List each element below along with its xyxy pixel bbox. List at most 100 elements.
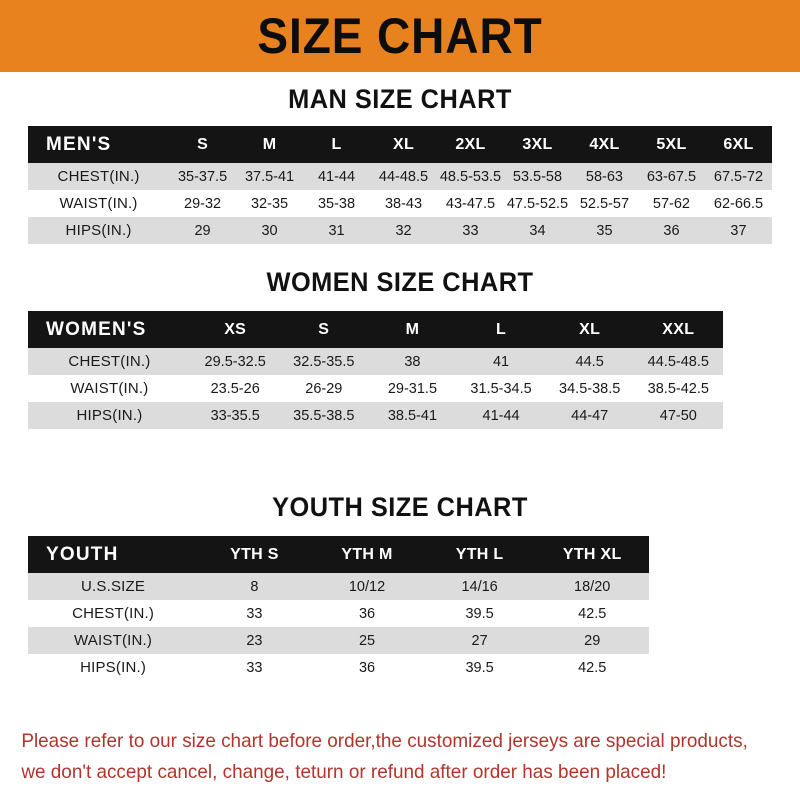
cell-value: 29-32: [169, 190, 237, 217]
youth-header-filler: [648, 536, 772, 573]
cell-value: 47-50: [633, 402, 723, 429]
table-row: CHEST(IN.) 33 36 39.5 42.5: [28, 600, 772, 627]
cell-value: 41-44: [303, 163, 371, 190]
cell-value: 31.5-34.5: [456, 375, 546, 402]
column-header-s: S: [197, 135, 209, 153]
column-header-l: L: [331, 135, 342, 153]
table-row: CHEST(IN.) 35-37.5 37.5-41 41-44 44-48.5 48.5…: [28, 163, 772, 190]
cell-value: 41: [456, 348, 546, 375]
cell-value: 32: [370, 217, 437, 244]
cell-value: 36: [310, 600, 424, 627]
women-header-label: WOMEN'S: [46, 318, 147, 340]
cell-value: 31: [303, 217, 371, 244]
cell-value: 43-47.5: [437, 190, 504, 217]
cell-value: 36: [637, 217, 705, 244]
cell-value: 29: [169, 217, 237, 244]
row-label-chest-in-: CHEST(IN.): [28, 600, 199, 627]
column-header-s: S: [318, 320, 330, 338]
cell-value: 37.5-41: [236, 163, 304, 190]
order-policy-disclaimer: Please refer to our size chart before or…: [0, 726, 776, 788]
column-header-yth-l: YTH L: [455, 545, 504, 563]
cell-value: 38: [368, 348, 457, 375]
column-header-xl: XL: [579, 320, 601, 338]
row-filler: [648, 600, 772, 627]
cell-value: 62-66.5: [704, 190, 772, 217]
cell-value: 30: [236, 217, 304, 244]
cell-value: 35.5-38.5: [279, 402, 369, 429]
row-filler: [648, 573, 772, 600]
cell-value: 36: [310, 654, 424, 681]
cell-value: 67.5-72: [704, 163, 772, 190]
page-title: SIZE CHART: [257, 8, 543, 64]
cell-value: 35-37.5: [169, 163, 237, 190]
table-row: WAIST(IN.) 23.5-26 26-29 29-31.5 31.5-34.5 34…: [28, 375, 772, 402]
cell-value: 14/16: [423, 573, 536, 600]
column-header-xs: XS: [224, 320, 247, 338]
cell-value: 47.5-52.5: [503, 190, 571, 217]
women-size-table: WOMEN'S XS S M L XL XXL CHEST(IN.) 29.5-32.5 32.5…: [28, 311, 772, 429]
row-label-waist-in-: WAIST(IN.): [28, 627, 199, 654]
column-header-xxl: XXL: [662, 320, 695, 338]
cell-value: 33: [437, 217, 504, 244]
cell-value: 38-43: [370, 190, 437, 217]
cell-value: 63-67.5: [637, 163, 705, 190]
cell-value: 44-47: [545, 402, 634, 429]
row-label-waist-in-: WAIST(IN.): [28, 375, 191, 402]
cell-value: 32-35: [236, 190, 304, 217]
column-header-5xl: 5XL: [656, 135, 687, 153]
cell-value: 35: [570, 217, 638, 244]
youth-size-chart-section: YOUTH SIZE CHART YOUTH YTH S YTH M YTH L YTH…: [0, 492, 800, 681]
row-filler: [648, 654, 772, 681]
cell-value: 26-29: [279, 375, 369, 402]
cell-value: 33: [198, 600, 311, 627]
table-row: WAIST(IN.) 23 25 27 29: [28, 627, 772, 654]
cell-value: 42.5: [535, 654, 649, 681]
men-size-table: MEN'S S M L XL 2XL 3XL 4XL 5XL 6XL CHEST(IN.) 35-37…: [28, 126, 772, 244]
cell-value: 33: [198, 654, 311, 681]
row-label-hips-in-: HIPS(IN.): [28, 654, 199, 681]
row-filler: [722, 348, 772, 375]
cell-value: 29.5-32.5: [190, 348, 280, 375]
cell-value: 38.5-41: [368, 402, 457, 429]
row-label-waist-in-: WAIST(IN.): [28, 190, 170, 217]
cell-value: 25: [310, 627, 424, 654]
cell-value: 44.5-48.5: [633, 348, 723, 375]
row-label-hips-in-: HIPS(IN.): [28, 217, 170, 244]
women-header-filler: [722, 311, 772, 348]
men-size-chart-section: MAN SIZE CHART MEN'S S M L XL 2XL 3XL 4XL 5XL 6XL…: [0, 84, 800, 244]
cell-value: 52.5-57: [570, 190, 638, 217]
disclaimer-line-2: we don't accept cancel, change, teturn o…: [21, 761, 667, 783]
column-header-2xl: 2XL: [455, 135, 486, 153]
cell-value: 44-48.5: [370, 163, 437, 190]
cell-value: 57-62: [637, 190, 705, 217]
cell-value: 37: [704, 217, 772, 244]
cell-value: 23.5-26: [190, 375, 280, 402]
youth-section-title: YOUTH SIZE CHART: [272, 492, 528, 522]
cell-value: 39.5: [423, 600, 536, 627]
men-section-title: MAN SIZE CHART: [288, 84, 512, 114]
cell-value: 44.5: [545, 348, 634, 375]
cell-value: 58-63: [570, 163, 638, 190]
column-header-xl: XL: [392, 135, 415, 153]
cell-value: 38.5-42.5: [633, 375, 723, 402]
row-label-chest-in-: CHEST(IN.): [28, 163, 170, 190]
table-row: CHEST(IN.) 29.5-32.5 32.5-35.5 38 41 44.5 44.5…: [28, 348, 772, 375]
cell-value: 34.5-38.5: [545, 375, 634, 402]
row-filler: [648, 627, 772, 654]
men-header-label: MEN'S: [46, 133, 112, 155]
cell-value: 27: [423, 627, 536, 654]
column-header-l: L: [496, 320, 507, 338]
column-header-yth-s: YTH S: [230, 545, 279, 563]
cell-value: 23: [198, 627, 311, 654]
cell-value: 53.5-58: [503, 163, 571, 190]
row-label-u-s-size: U.S.SIZE: [28, 573, 199, 600]
cell-value: 39.5: [423, 654, 536, 681]
column-header-m: M: [262, 135, 277, 153]
men-table-header-row: MEN'S S M L XL 2XL 3XL 4XL 5XL 6XL: [28, 126, 772, 163]
cell-value: 18/20: [535, 573, 649, 600]
row-label-hips-in-: HIPS(IN.): [28, 402, 191, 429]
women-size-chart-section: WOMEN SIZE CHART WOMEN'S XS S M L XL XXL CHEST(…: [0, 267, 800, 429]
table-row: U.S.SIZE 8 10/12 14/16 18/20: [28, 573, 772, 600]
column-header-6xl: 6XL: [723, 135, 754, 153]
cell-value: 34: [503, 217, 571, 244]
